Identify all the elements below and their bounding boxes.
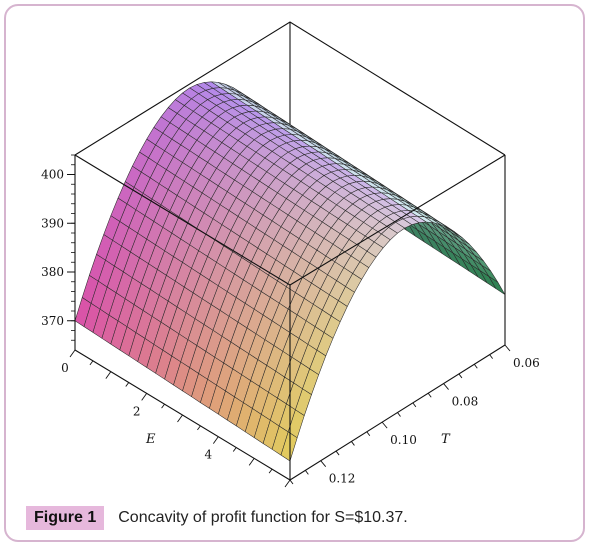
- t-tick-label: 0.10: [390, 433, 417, 447]
- t-tick: [335, 450, 340, 456]
- t-tick: [304, 470, 309, 475]
- e-tick-label: 4: [205, 448, 213, 462]
- e-tick: [232, 447, 237, 452]
- t-tick: [351, 441, 355, 446]
- t-tick-label: 0.06: [513, 356, 540, 370]
- e-tick: [69, 349, 76, 358]
- z-tick-label: 380: [41, 265, 64, 279]
- t-tick: [504, 344, 511, 352]
- e-tick: [197, 425, 201, 431]
- t-tick: [381, 421, 388, 429]
- e-tick: [89, 360, 94, 366]
- t-tick: [473, 364, 478, 369]
- z-tick-label: 400: [41, 168, 64, 182]
- caption-text: Concavity of profit function for S=$10.3…: [118, 509, 408, 526]
- e-axis: 0 2 4: [61, 349, 291, 488]
- t-tick: [489, 354, 494, 359]
- e-axis-label: E: [145, 432, 156, 447]
- e-tick: [161, 403, 165, 409]
- figure-label: Figure 1: [26, 506, 105, 530]
- t-axis-label: T: [441, 432, 451, 447]
- box-top-front-edge: [74, 154, 291, 286]
- e-tick-label: 2: [133, 404, 141, 418]
- t-tick: [320, 460, 327, 468]
- t-tick: [427, 392, 432, 398]
- t-tick: [443, 383, 449, 390]
- t-tick: [412, 402, 417, 408]
- e-tick: [125, 382, 130, 387]
- t-tick: [366, 431, 371, 437]
- z-tick-label: 390: [41, 216, 64, 230]
- figure-caption: Figure 1 Concavity of profit function fo…: [26, 505, 408, 531]
- z-axis: 370 380 390 400: [41, 154, 75, 341]
- t-tick: [458, 373, 463, 379]
- t-tick: [397, 412, 401, 417]
- profit-surface: [74, 81, 506, 462]
- e-tick: [268, 468, 273, 474]
- e-tick: [212, 436, 219, 444]
- t-tick-label: 0.08: [452, 395, 479, 409]
- z-tick-label: 370: [41, 314, 64, 328]
- e-tick: [105, 371, 112, 379]
- t-tick-label: 0.12: [329, 472, 356, 486]
- e-tick: [177, 414, 183, 423]
- t-tick: [289, 479, 294, 485]
- e-tick-label: 0: [61, 361, 69, 375]
- t-axis: 0.06 0.08 0.10 0.12: [289, 344, 540, 486]
- e-tick: [284, 479, 291, 488]
- e-tick: [141, 393, 148, 401]
- box-top-right-edge: [289, 154, 506, 286]
- e-tick: [248, 458, 255, 466]
